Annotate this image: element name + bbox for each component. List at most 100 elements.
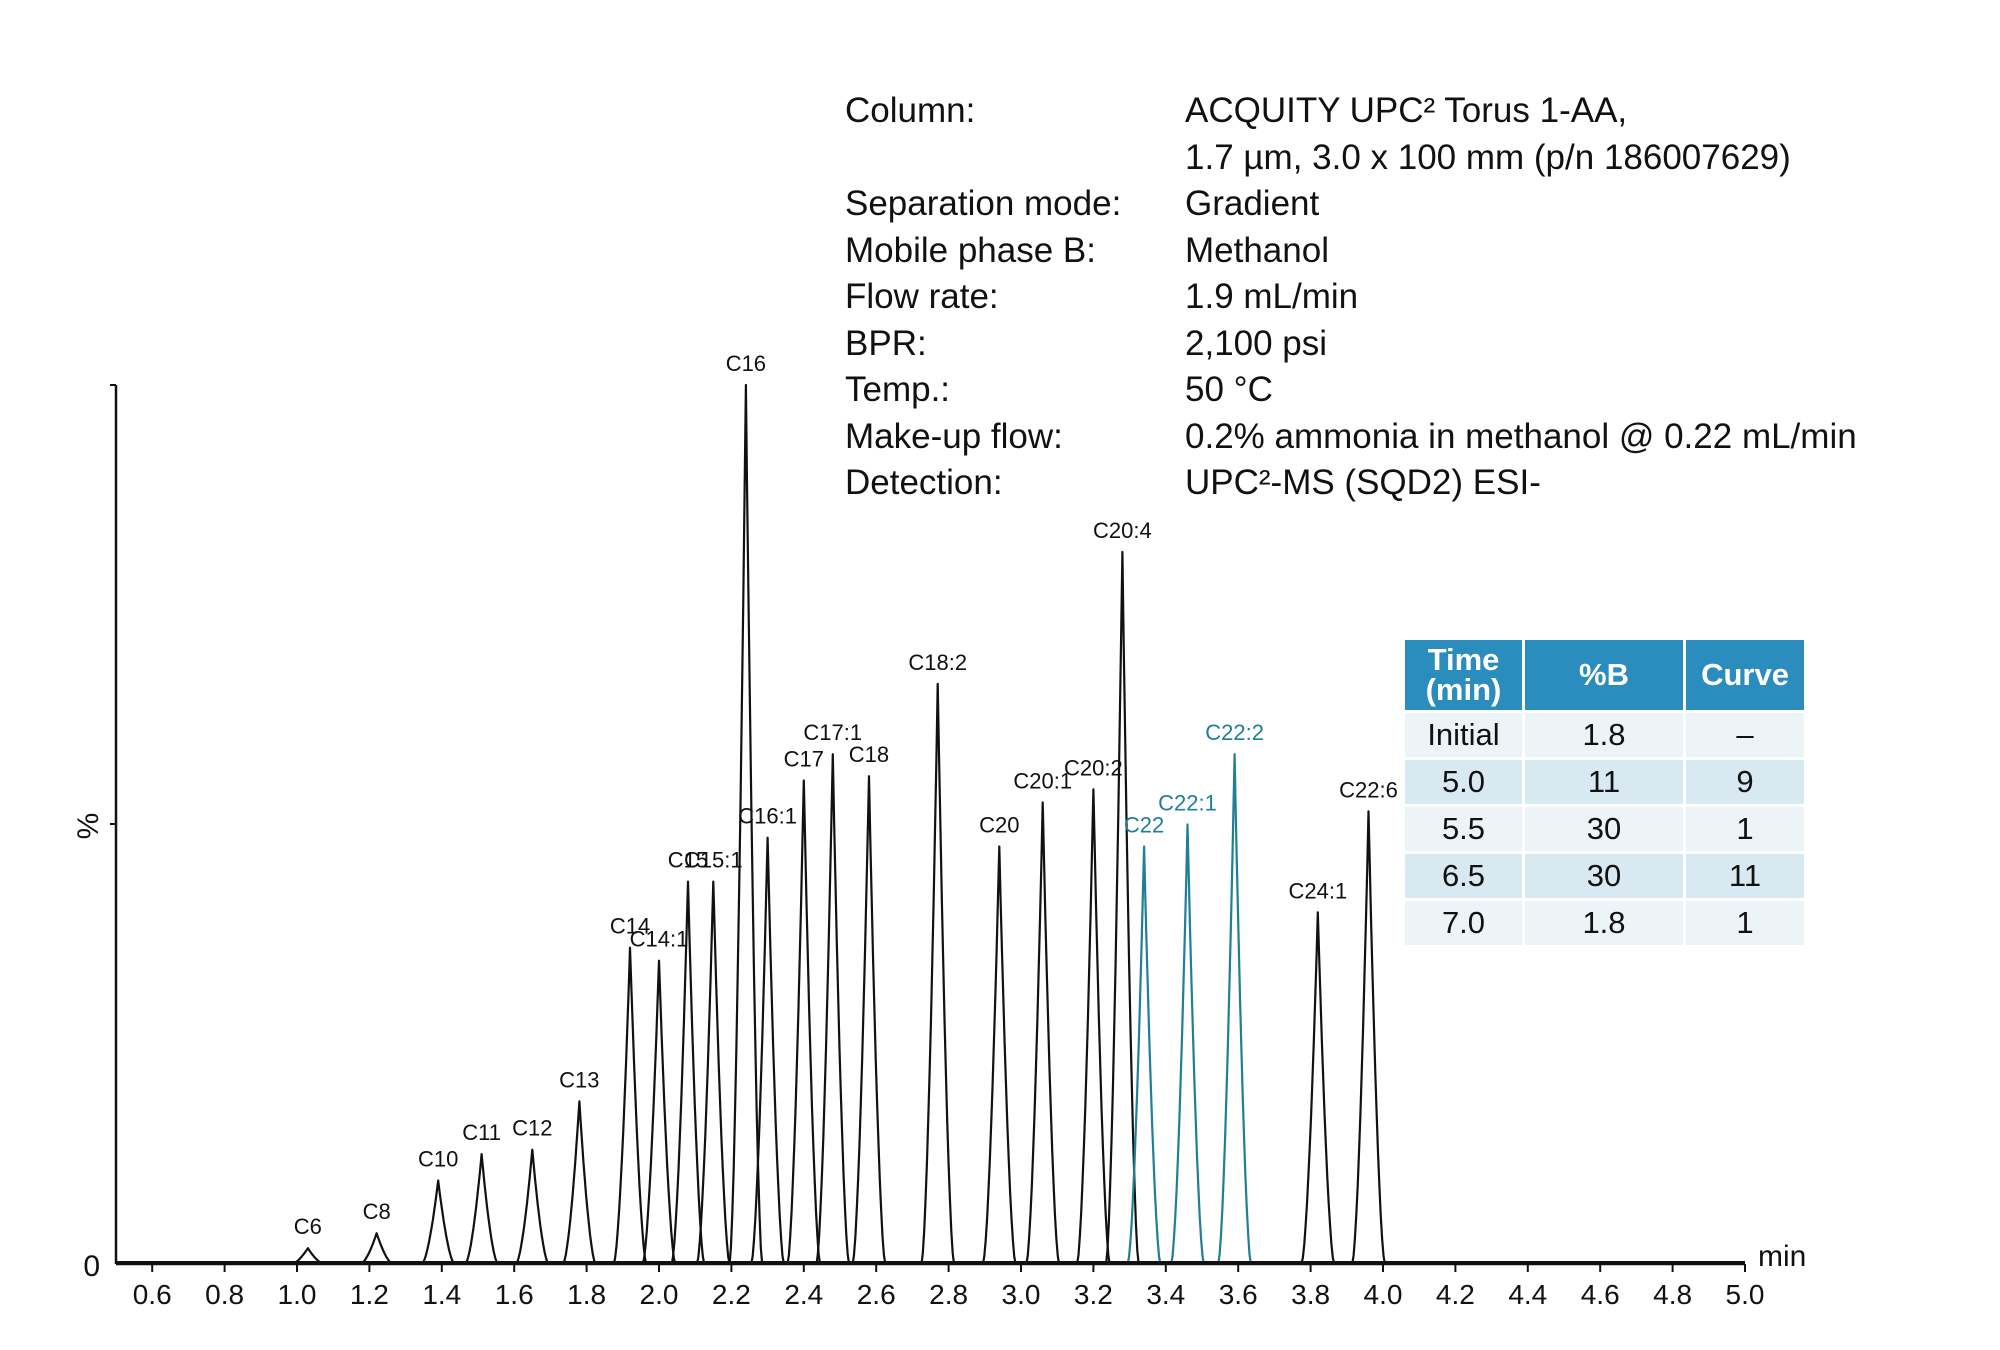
gradient-header-percent-b: %B [1523,640,1686,712]
condition-row: 1.7 µm, 3.0 x 100 mm (p/n 186007629) [845,135,1857,182]
gradient-table: Time (min) %B Curve Initial 1.8 – 5.0 11… [1405,640,1804,945]
gradient-cell: Initial [1405,710,1525,759]
x-tick-label: 4.8 [1653,1279,1692,1310]
gradient-cell: 11 [1684,851,1804,900]
chromatogram-traces [116,383,1745,1266]
condition-key: Separation mode: [845,184,1122,223]
x-tick-label: 2.8 [929,1279,968,1310]
condition-value: Methanol [1185,230,1329,270]
peak-label: C20:2 [1064,755,1123,780]
x-axis-ticks: 0.6 0.8 1.0 1.2 1.4 1.6 1.8 2.0 2.2 2.4 2.6 2.8 3.0 3… [133,1264,1765,1310]
peak-label: C17 [784,747,824,772]
peak-label: C24:1 [1288,878,1347,903]
gradient-cell: 5.0 [1405,757,1525,806]
condition-row: Detection: UPC²-MS (SQD2) ESI- [845,460,1857,507]
condition-row: Separation mode: Gradient [845,181,1857,228]
x-tick-label: 1.6 [495,1279,534,1310]
condition-value: 1.7 µm, 3.0 x 100 mm (p/n 186007629) [1185,137,1791,177]
x-tick-label: 1.8 [567,1279,606,1310]
peak-label: C15 [668,848,708,873]
gradient-header-row: Time (min) %B Curve [1405,640,1804,712]
y-tick-label-0: 0 [83,1250,100,1283]
x-tick-label: 3.4 [1146,1279,1185,1310]
condition-value: 1.9 mL/min [1185,277,1359,316]
peak-trace-c20-2 [1076,788,1111,1265]
peak-trace-c13 [562,1100,597,1265]
x-tick-label: 3.8 [1291,1279,1330,1310]
peak-label: C14 [610,914,650,939]
gradient-cell: 1.8 [1523,898,1686,945]
condition-key [845,135,1185,182]
peak-label: C10 [418,1146,458,1171]
gradient-cell: 6.5 [1405,851,1525,900]
x-tick-label: 4.0 [1364,1279,1403,1310]
gradient-cell: 9 [1684,757,1804,806]
x-tick-label: 5.0 [1726,1279,1765,1310]
gradient-cell: 5.5 [1405,804,1525,853]
peak-trace-c11 [464,1152,499,1265]
gradient-row: 5.0 11 9 [1405,757,1804,806]
peak-label: C16:1 [738,804,797,829]
peak-trace-c22-6 [1351,810,1386,1265]
x-tick-label: 1.2 [350,1279,389,1310]
condition-row: Make-up flow: 0.2% ammonia in methanol @ … [845,414,1857,461]
gradient-cell: 1 [1684,898,1804,945]
gradient-row: 5.5 30 1 [1405,804,1804,853]
gradient-cell: 30 [1523,804,1686,853]
gradient-header-curve: Curve [1684,640,1804,712]
condition-key: Temp.: [845,370,951,409]
gradient-cell: 1 [1684,804,1804,853]
peak-trace-c16-1 [750,836,785,1265]
peak-label: C18:2 [908,650,967,675]
x-tick-label: 3.6 [1219,1279,1258,1310]
gradient-cell: 1.8 [1523,710,1686,759]
peak-trace-c15 [670,880,706,1265]
x-tick-label: 2.6 [857,1279,896,1310]
condition-row: BPR: 2,100 psi [845,321,1857,368]
x-tick-label: 2.0 [640,1279,679,1310]
peak-label: C20:4 [1093,518,1152,543]
peak-trace-c14 [612,946,648,1265]
condition-value: 50 °C [1185,370,1273,409]
condition-value: 0.2% ammonia in methanol @ 0.22 mL/min [1185,416,1857,456]
x-tick-label: 4.4 [1508,1279,1547,1310]
x-tick-label: 4.2 [1436,1279,1475,1310]
peak-label: C20:1 [1013,769,1072,794]
condition-key: BPR: [845,323,927,363]
peak-trace-c8 [359,1232,394,1265]
peak-trace-c12 [515,1148,550,1265]
peak-label: C22:6 [1339,777,1398,802]
x-axis-label: min [1758,1240,1806,1273]
condition-row: Temp.: 50 °C [845,367,1857,414]
peak-trace-c22-2 [1217,753,1252,1265]
condition-key: Make-up flow: [845,416,1063,456]
x-tick-label: 1.0 [278,1279,317,1310]
peak-trace-c20 [981,845,1017,1265]
y-axis-label: % [72,813,105,840]
condition-key: Column: [845,91,976,130]
peak-trace-c22-1 [1170,823,1205,1265]
x-tick-label: 0.8 [205,1279,244,1310]
x-tick-label: 0.6 [133,1279,172,1310]
peak-trace-c14-1 [641,959,677,1265]
peak-label: C15:1 [684,848,743,873]
x-tick-label: 3.2 [1074,1279,1113,1310]
peak-label: C11 [462,1120,501,1145]
gradient-row: 7.0 1.8 1 [1405,898,1804,945]
peak-trace-c10 [421,1179,456,1265]
peak-trace-c24-1 [1300,911,1336,1265]
condition-key: Mobile phase B: [845,230,1096,270]
x-tick-label: 2.2 [712,1279,751,1310]
gradient-row: 6.5 30 11 [1405,851,1804,900]
x-tick-label: 2.4 [784,1279,823,1310]
condition-key: Detection: [845,463,1003,502]
peak-label: C18 [849,742,889,767]
gradient-cell: – [1684,710,1804,759]
gradient-cell: 30 [1523,851,1686,900]
peak-label: C6 [294,1214,322,1239]
x-tick-label: 1.4 [422,1279,461,1310]
condition-value: UPC²-MS (SQD2) ESI- [1185,463,1541,502]
gradient-cell: 7.0 [1405,898,1525,945]
peak-label: C22 [1124,812,1164,837]
